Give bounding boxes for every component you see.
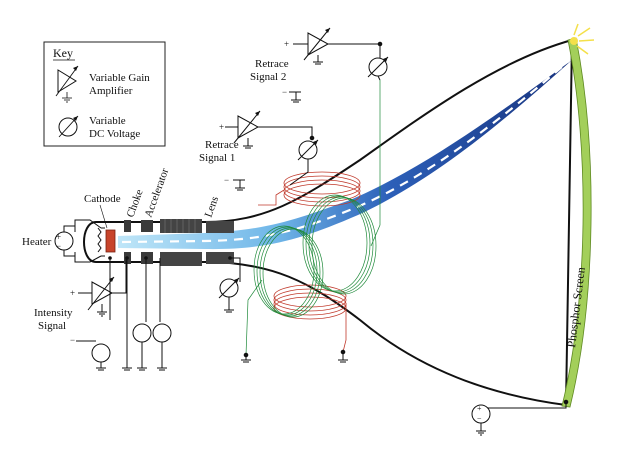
screen-minus: −: [477, 414, 482, 423]
vertical-deflection-coil: [245, 80, 381, 356]
phosphor-screen: [561, 37, 592, 408]
retrace-2-minus: −: [282, 87, 287, 97]
screen-dc-source: [471, 399, 569, 436]
retrace-2-plus: +: [284, 39, 289, 49]
retrace-2-label-1: Retrace: [255, 58, 289, 70]
accelerator-dc-sources: [122, 323, 172, 371]
key-dc-label-1: Variable: [89, 115, 126, 127]
key-dc-source-icon: [58, 115, 79, 138]
key-dc-label-2: DC Voltage: [89, 128, 140, 140]
retrace-1-amplifier: [225, 110, 319, 191]
intensity-dc-source: [91, 343, 111, 371]
coil-grounds: [241, 349, 348, 363]
retrace-1-label-1: Retrace: [205, 139, 239, 151]
intensity-amplifier: [78, 258, 127, 317]
key-amp-label-2: Amplifier: [89, 85, 133, 97]
cathode: [105, 229, 116, 253]
cathode-label: Cathode: [84, 193, 121, 205]
retrace-1-plus: +: [219, 122, 224, 132]
retrace-1-label-2: Signal 1: [199, 152, 235, 164]
key-box: Key Variable Gain Amplifier Variable DC …: [43, 41, 166, 147]
horizontal-deflection-coil-bottom: [273, 284, 347, 353]
retrace-2-amplifier: [289, 27, 389, 103]
heater-circuit: [54, 219, 102, 263]
screen-glow-icon: [570, 23, 595, 55]
retrace-2-label-2: Signal 2: [250, 71, 286, 83]
intensity-label-1: Intensity: [34, 307, 73, 319]
key-amplifier-icon: [55, 65, 79, 103]
intensity-minus: −: [70, 335, 75, 345]
key-title: Key: [53, 46, 73, 60]
accelerator-label: Accelerator: [143, 166, 172, 219]
heater-label: Heater: [22, 236, 52, 248]
key-amp-label-1: Variable Gain: [89, 72, 150, 84]
heater-minus: −: [56, 241, 61, 251]
lens-electrode-1: [160, 219, 202, 266]
lens-dc-source: [218, 257, 241, 313]
retrace-1-minus: −: [224, 175, 229, 185]
heater-plus: +: [56, 232, 61, 242]
intensity-label-2: Signal: [38, 320, 66, 332]
lens-label: Lens: [203, 195, 222, 219]
electrode-feed-lines: [109, 258, 161, 368]
intensity-plus: +: [70, 288, 75, 298]
heater-filament: [97, 227, 105, 257]
horizontal-deflection-coil-top: [258, 171, 361, 207]
beam-centerline: [121, 59, 571, 244]
screen-plus: +: [477, 404, 482, 413]
lens-electrode-2: [206, 221, 234, 264]
